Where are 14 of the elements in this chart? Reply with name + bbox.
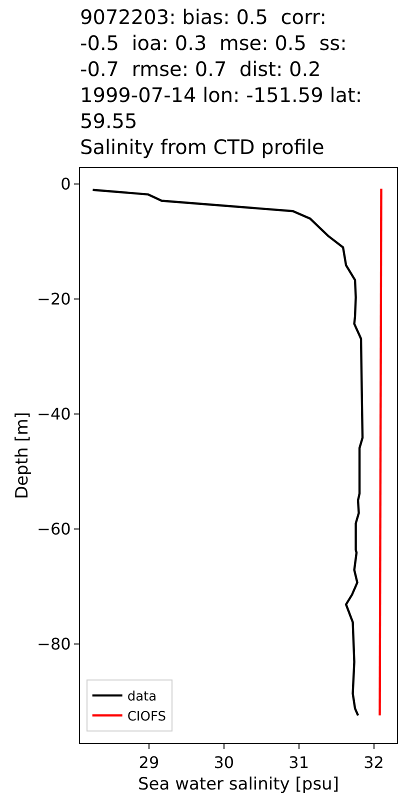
chart-title: 9072203: bias: 0.5 corr: -0.5 ioa: 0.3 mse: 0.5 ss: -0.7 rmse: 0.7 dist: 0.2 1999-07-14 lon: -151.59 lat: 59.55 Salinity from CTD profile (80, 5, 362, 159)
x-axis-title: Sea water salinity [psu] (138, 774, 339, 795)
y-tick-label: −80 (37, 634, 71, 654)
y-axis-title: Depth [m] (12, 412, 33, 500)
y-tick-label: 0 (60, 174, 71, 194)
y-tick-label: −20 (37, 290, 71, 309)
x-tick-label: 30 (214, 753, 234, 772)
x-tick-label: 32 (364, 753, 384, 772)
y-tick-label: −40 (37, 404, 71, 424)
legend-label: data (127, 690, 157, 705)
x-tick-label: 31 (288, 753, 310, 772)
legend-label: CIOFS (127, 709, 166, 724)
y-tick-label: −60 (37, 520, 71, 539)
x-tick-label: 29 (138, 753, 160, 772)
